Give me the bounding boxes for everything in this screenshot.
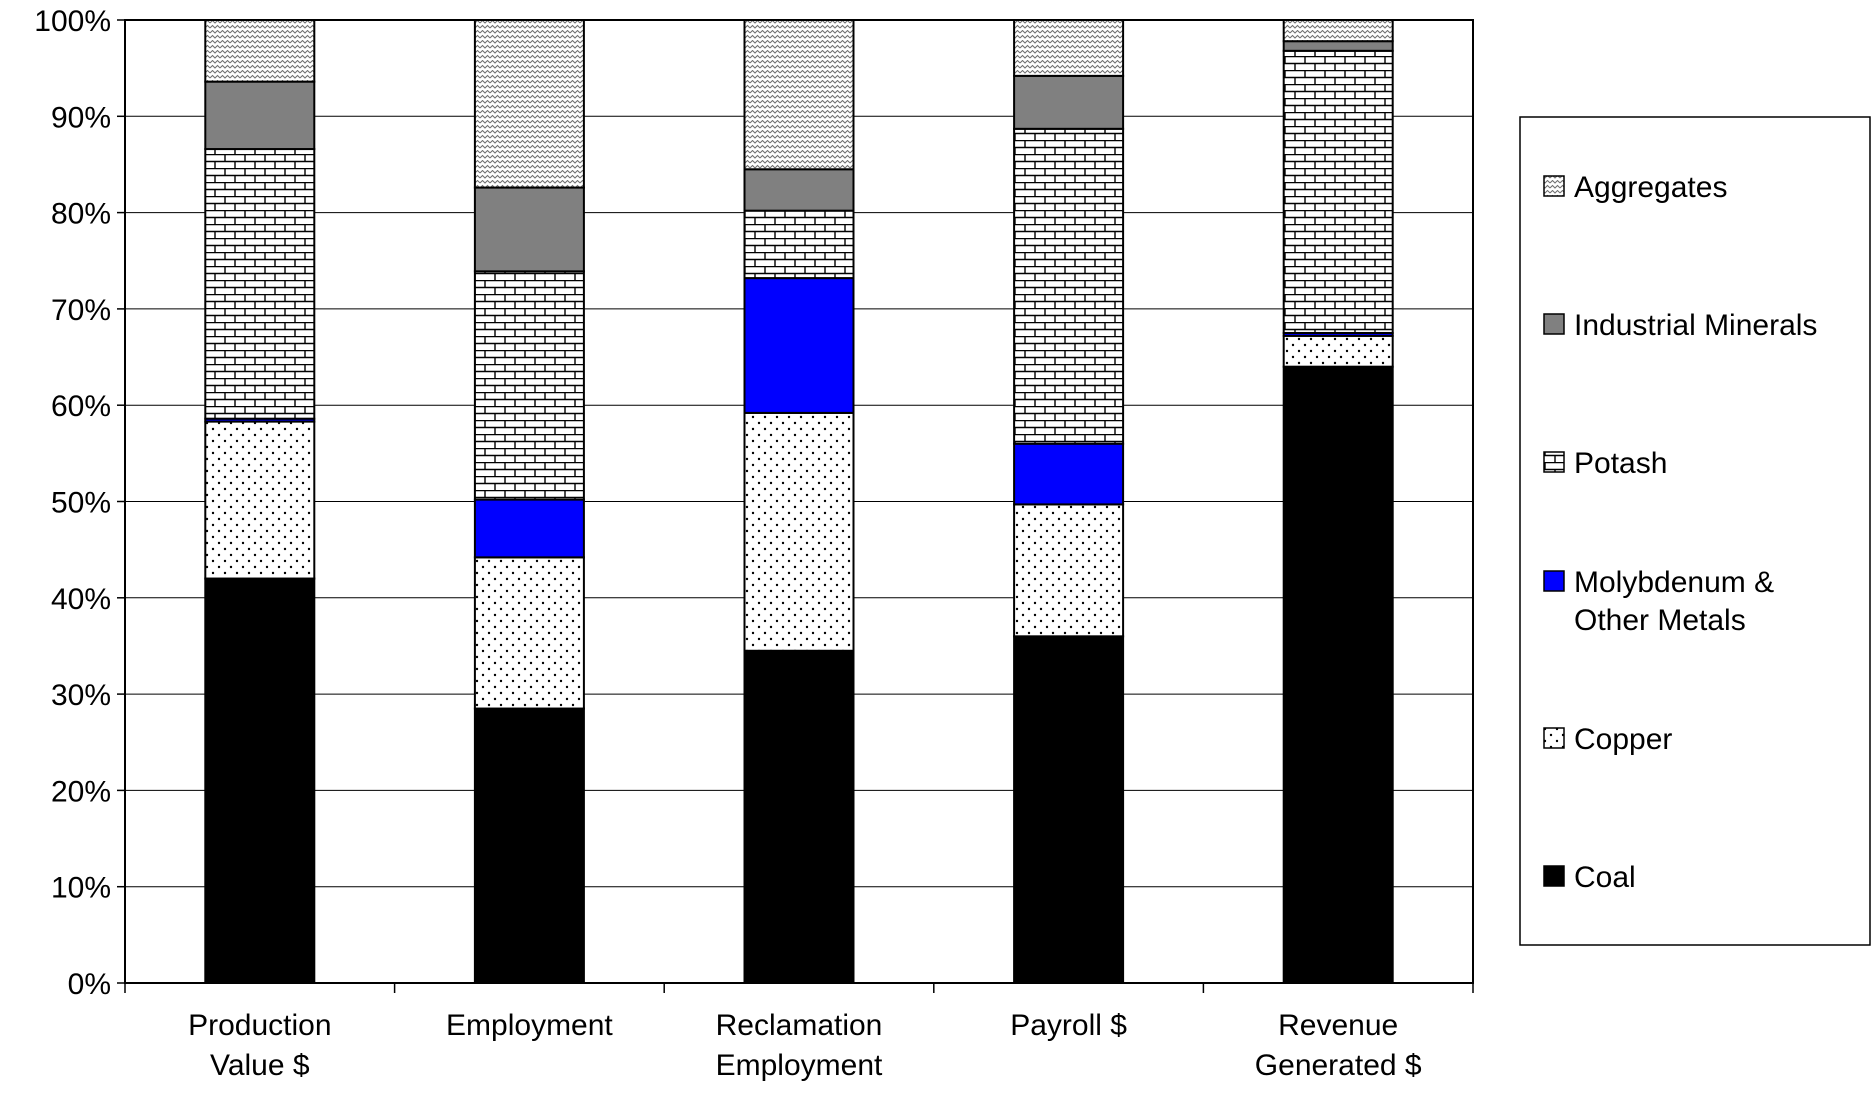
bar-segment-industrial-minerals [1282,40,1394,52]
bar-segment-potash [743,209,855,280]
x-tick-label: Production Value $ [188,1009,331,1082]
y-tick-label: 0% [68,968,111,1001]
bar-segment-molybdenum-other-metals [1013,442,1125,506]
legend-label: Aggregates [1574,171,1727,204]
y-tick-label: 90% [51,101,111,134]
y-tick-label: 100% [34,5,111,38]
legend-swatch [1543,727,1565,749]
legend-swatch [1543,313,1565,335]
bar-segment-molybdenum-other-metals [473,498,585,559]
bar-segment-copper [473,556,585,710]
legend-label: Molybdenum & Other Metals [1574,566,1774,637]
bar-segment-aggregates [473,19,585,189]
bar-segment-copper [1282,334,1394,368]
bar-segment-industrial-minerals [1013,74,1125,130]
bar-segment-copper [1013,503,1125,638]
legend-swatch [1543,175,1565,197]
plot-frame [124,19,1474,984]
y-tick-label: 20% [51,775,111,808]
y-tick-label: 50% [51,487,111,520]
y-tick-label: 10% [51,872,111,905]
legend: Aggregates Industrial Minerals Potash Molyb… [1519,116,1871,946]
y-tick-label: 30% [51,679,111,712]
bar-segment-coal [743,649,855,984]
bar-segment-industrial-minerals [743,168,855,212]
y-tick-label: 40% [51,583,111,616]
bar-segment-copper [204,420,316,580]
x-tick-label: Employment [446,1009,613,1042]
bars [204,19,1394,984]
y-tick-label: 80% [51,198,111,231]
y-tick-label: 70% [51,294,111,327]
bar-segment-copper [743,411,855,652]
bar-segment-potash [204,148,316,420]
bar-segment-molybdenum-other-metals [743,277,855,414]
bar-segment-aggregates [1282,19,1394,43]
x-tick-label: Revenue Generated $ [1255,1009,1422,1082]
bar-segment-potash [1013,127,1125,445]
bar-segment-coal [473,707,585,984]
legend-swatch [1543,570,1565,592]
bar-segment-potash [1282,49,1394,334]
x-tick-label: Reclamation Employment [716,1009,883,1082]
bar-segment-aggregates [204,19,316,83]
bar-segment-coal [1282,365,1394,984]
legend-box [1519,116,1871,946]
legend-swatch [1543,451,1565,473]
bar-segment-industrial-minerals [204,80,316,151]
legend-swatch [1543,865,1565,887]
legend-label: Potash [1574,447,1667,480]
bar-segment-industrial-minerals [473,186,585,273]
bar-segment-aggregates [743,19,855,171]
bar-segment-coal [204,577,316,984]
legend-label: Coal [1574,861,1636,894]
bar-segment-potash [473,270,585,501]
bar-segment-aggregates [1013,19,1125,77]
axes: 0% 10% 20% 30% 40% 50% 60% 70% 80% 90% 100% Product… [34,5,1474,1082]
x-tick-label: Payroll $ [1010,1009,1127,1042]
legend-label: Industrial Minerals [1574,309,1817,342]
y-tick-label: 60% [51,390,111,423]
bar-segment-coal [1013,635,1125,984]
legend-label: Copper [1574,723,1672,756]
